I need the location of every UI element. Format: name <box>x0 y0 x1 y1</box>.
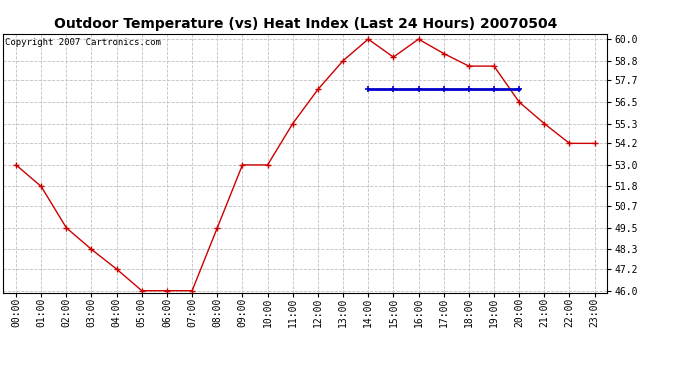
Title: Outdoor Temperature (vs) Heat Index (Last 24 Hours) 20070504: Outdoor Temperature (vs) Heat Index (Las… <box>54 17 557 31</box>
Text: Copyright 2007 Cartronics.com: Copyright 2007 Cartronics.com <box>5 38 161 46</box>
